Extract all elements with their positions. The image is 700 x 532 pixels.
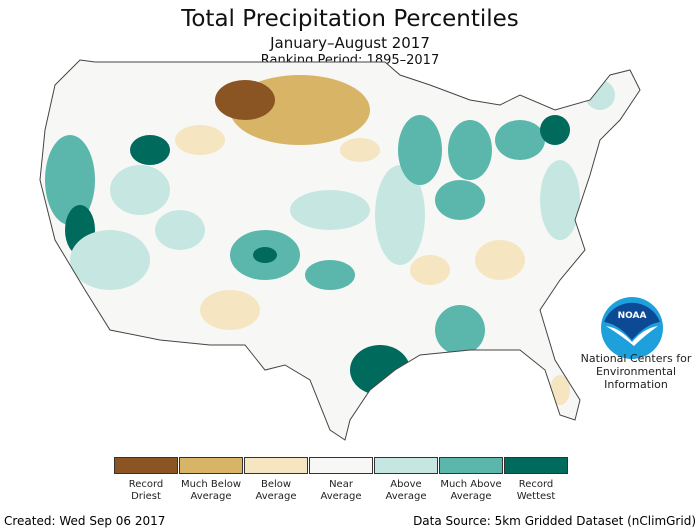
legend-item: Record Wettest <box>503 457 569 503</box>
percentile-region <box>110 165 170 215</box>
percentile-region <box>540 160 580 240</box>
svg-text:NOAA: NOAA <box>618 311 647 321</box>
created-date: Created: Wed Sep 06 2017 <box>4 514 166 528</box>
percentile-region <box>375 165 425 265</box>
legend-label: Above Average <box>385 479 427 502</box>
percentile-region <box>200 290 260 330</box>
noaa-logo: NOAA <box>601 297 663 359</box>
percentile-region <box>495 120 545 160</box>
map-title: Total Precipitation Percentiles <box>181 6 519 32</box>
percentile-region <box>410 255 450 285</box>
legend-swatch <box>114 457 178 474</box>
percentile-region <box>253 247 277 263</box>
percentile-region <box>130 135 170 165</box>
percentile-region <box>362 356 398 384</box>
legend-label: Near Average <box>320 479 362 502</box>
percentile-region <box>175 125 225 155</box>
percentile-region <box>70 230 150 290</box>
legend-swatch <box>179 457 243 474</box>
legend-swatch <box>309 457 373 474</box>
legend-label: Record Driest <box>128 479 164 502</box>
percentile-region <box>475 240 525 280</box>
us-outline <box>39 59 641 441</box>
legend-label: Much Above Average <box>440 479 502 502</box>
legend-label: Much Below Average <box>180 479 242 502</box>
percentile-region <box>540 115 570 145</box>
legend-item: Much Below Average <box>178 457 244 503</box>
percentile-region <box>340 138 380 162</box>
percentile-region <box>435 305 485 355</box>
legend-item: Above Average <box>373 457 439 503</box>
legend-label: Below Average <box>255 479 297 502</box>
ncei-label: National Centers for Environmental Infor… <box>580 352 692 391</box>
legend-label: Record Wettest <box>516 479 556 502</box>
percentile-region <box>45 135 95 225</box>
percentile-region <box>215 80 275 120</box>
legend-item: Near Average <box>308 457 374 503</box>
legend-item: Much Above Average <box>438 457 504 503</box>
percentile-region <box>585 80 615 110</box>
legend-swatch <box>504 457 568 474</box>
percentile-region <box>155 210 205 250</box>
percentile-region <box>448 120 492 180</box>
percentile-region <box>550 375 570 405</box>
percentile-region <box>435 180 485 220</box>
legend-swatch <box>439 457 503 474</box>
legend-swatch <box>244 457 308 474</box>
percentile-region <box>398 115 442 185</box>
percentile-region <box>290 190 370 230</box>
legend-item: Below Average <box>243 457 309 503</box>
legend-swatch <box>374 457 438 474</box>
legend-item: Record Driest <box>113 457 179 503</box>
percentile-region <box>305 260 355 290</box>
data-source: Data Source: 5km Gridded Dataset (nClimG… <box>413 514 696 528</box>
map-subtitle: January–August 2017 <box>270 34 430 52</box>
